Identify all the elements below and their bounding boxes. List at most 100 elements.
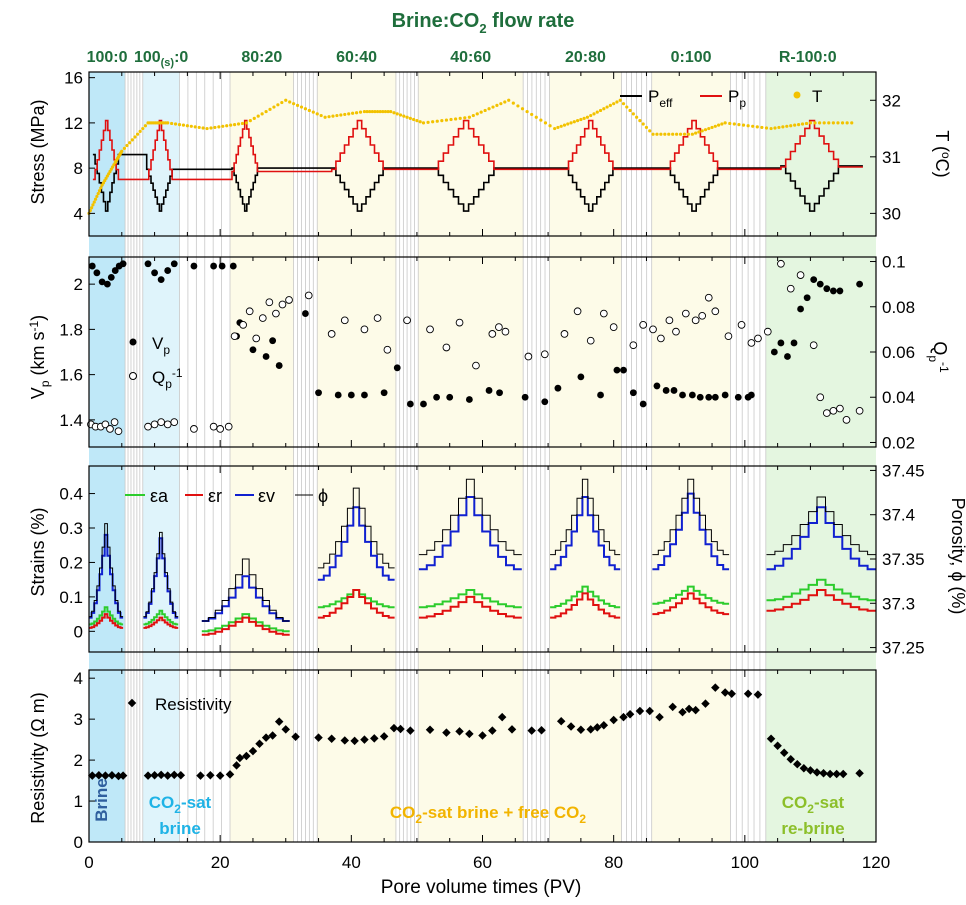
resistivity-point xyxy=(825,769,835,779)
temperature-point xyxy=(543,121,548,125)
vp-point xyxy=(688,391,696,399)
temperature-point xyxy=(240,121,245,126)
qp-point xyxy=(657,334,665,343)
velocity-legend: Vp Qp-1 xyxy=(129,334,183,391)
temperature-point xyxy=(181,123,186,127)
resistivity-point xyxy=(655,712,664,722)
stage-label-3: 80:20 xyxy=(241,49,282,66)
legend-vp-marker xyxy=(129,338,137,346)
vp-point xyxy=(157,276,165,284)
temperature-point xyxy=(479,110,483,114)
temperature-point xyxy=(605,105,609,109)
resistivity-point xyxy=(389,723,399,733)
er-series-line xyxy=(317,589,395,619)
qp-point xyxy=(110,418,119,426)
vp-point xyxy=(711,393,719,401)
temperature-point xyxy=(720,122,724,126)
stress-y-tick-label: 16 xyxy=(64,69,83,88)
strain-y-tick-label: 0.2 xyxy=(59,553,83,572)
qp-point xyxy=(711,307,720,316)
vp-point xyxy=(653,382,661,390)
temperature-point xyxy=(185,124,189,128)
vp-point xyxy=(816,280,824,288)
legend-er-label: εr xyxy=(208,486,222,506)
stage-label-main: R-100:0 xyxy=(779,49,837,66)
vp-point xyxy=(420,400,427,408)
qp-point xyxy=(426,325,434,334)
ea-series-line xyxy=(550,585,621,609)
temperature-point xyxy=(471,113,475,118)
qp-point xyxy=(209,422,218,431)
vp-point xyxy=(639,400,647,408)
temperature-point xyxy=(483,108,487,113)
stage-band-5 xyxy=(418,72,524,842)
resistivity-point xyxy=(370,734,379,743)
q-y-tick-label: 0.06 xyxy=(882,343,915,362)
temperature-point xyxy=(635,115,639,119)
temperature-point xyxy=(556,125,560,130)
ea-series-line xyxy=(201,613,290,633)
temperature-point xyxy=(217,125,221,129)
stage-band-8 xyxy=(765,72,876,842)
temperature-point xyxy=(746,124,750,128)
vp-point xyxy=(380,389,388,397)
vp-point xyxy=(629,389,637,397)
temperature-point xyxy=(495,103,499,107)
resistivity-point xyxy=(720,688,730,697)
er-series-line xyxy=(766,589,876,612)
vp-point xyxy=(679,391,686,399)
ev-series-line xyxy=(201,575,290,622)
resistivity-point xyxy=(691,705,700,715)
temperature-point xyxy=(264,109,268,114)
qp-point xyxy=(224,422,233,431)
ea-series-line xyxy=(418,589,522,609)
qp-point xyxy=(340,316,349,325)
stage-labels: 100:0 100(s):0 80:20 60:40 40:60 20:80 0:100 R-… xyxy=(87,49,837,69)
resistivity-point xyxy=(678,707,687,717)
qp-point xyxy=(442,343,451,352)
vp-point xyxy=(485,387,493,394)
temperature-point xyxy=(817,121,822,125)
temperature-point xyxy=(813,121,817,125)
res-y-tick-label: 1 xyxy=(74,792,83,811)
temperature-point xyxy=(800,122,805,126)
stage-label-8: R-100:0 xyxy=(779,49,837,66)
stage-label-6: 20:80 xyxy=(565,49,606,66)
stage-label-main: 20:80 xyxy=(565,49,606,66)
vp-point xyxy=(190,262,198,270)
vp-point xyxy=(119,260,127,268)
vp-point xyxy=(721,391,729,399)
resistivity-point xyxy=(566,722,576,731)
temperature-point xyxy=(737,122,741,127)
stage-label-tail: :0 xyxy=(174,49,188,66)
qp-point xyxy=(649,325,657,334)
resistivity-point xyxy=(425,725,435,735)
temperature-point xyxy=(703,128,708,132)
resistivity-point xyxy=(196,771,205,780)
stage-label-main: 40:60 xyxy=(450,49,491,66)
vp-point xyxy=(170,260,178,268)
ea-series-line xyxy=(143,609,179,626)
resistivity-point xyxy=(799,764,809,773)
resistivity-point xyxy=(478,731,487,740)
temperature-point xyxy=(612,102,616,106)
qp-point xyxy=(114,427,123,436)
temperature-point xyxy=(732,122,736,126)
qp-point xyxy=(747,339,756,347)
temp-y-tick-label: 30 xyxy=(882,204,901,223)
resistivity-point xyxy=(455,727,464,736)
x-tick-label: 20 xyxy=(211,853,230,872)
res-y-tick-label: 4 xyxy=(74,669,83,688)
resistivity-point xyxy=(599,721,609,730)
temperature-point xyxy=(710,125,714,130)
er-series-line xyxy=(89,613,124,629)
vp-point xyxy=(361,391,368,399)
temperature-point xyxy=(467,115,471,119)
qp-point xyxy=(672,327,680,336)
temperature-point xyxy=(426,120,430,124)
er-series-line xyxy=(418,595,522,619)
temperature-point xyxy=(339,113,343,117)
temperature-point xyxy=(358,110,363,114)
vp-point xyxy=(151,269,158,277)
